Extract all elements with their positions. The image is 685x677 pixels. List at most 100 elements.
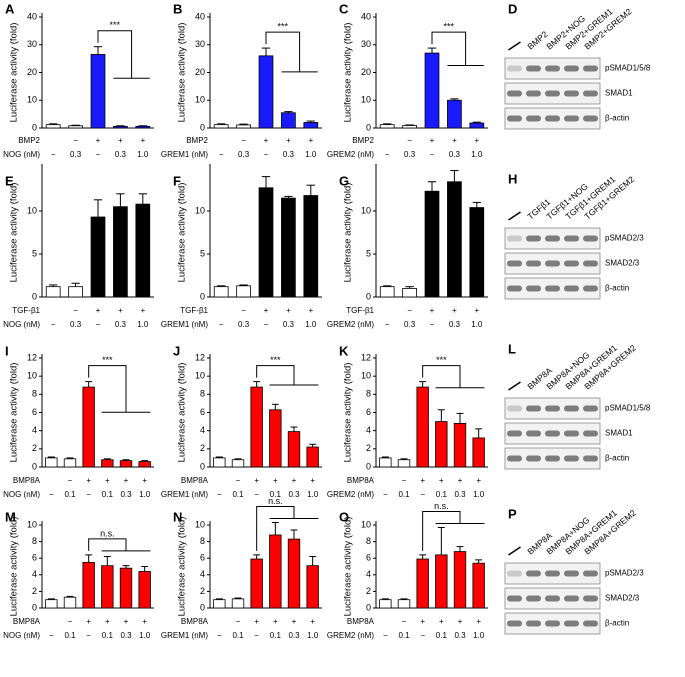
blot-band [507, 285, 522, 292]
lane-mark [508, 546, 521, 556]
treatment-name: TGF-β1 [12, 306, 40, 315]
y-tick-label: 10 [361, 205, 371, 215]
y-tick-label: 6 [32, 553, 37, 563]
treatment-label: 0.3 [454, 631, 466, 640]
bar [306, 565, 319, 609]
treatment-label: + [430, 136, 435, 145]
blot-band [583, 65, 598, 72]
treatment-label: + [124, 617, 129, 626]
blot-band [583, 115, 598, 122]
lane-mark [508, 41, 521, 51]
y-tick-label: 0 [366, 122, 371, 132]
panel-label: N [173, 509, 182, 524]
bar [63, 458, 77, 468]
y-axis-label: Luciferase activity (fold) [343, 23, 354, 123]
bar [213, 124, 229, 129]
treatment-name: BMP8A [13, 476, 41, 485]
blot-band [564, 260, 579, 267]
treatment-label: 0.1 [398, 631, 410, 640]
treatment-label: 0.3 [115, 320, 127, 329]
blot-band [507, 405, 522, 412]
bar [416, 386, 429, 468]
treatment-label: 0.3 [404, 320, 416, 329]
treatment-name: GREM1 (nM) [161, 631, 208, 640]
blot-band [526, 235, 541, 242]
treatment-label: + [96, 136, 101, 145]
blot-band [583, 595, 598, 602]
significance-label: *** [444, 21, 455, 31]
blot-row-label: β-actin [605, 284, 629, 293]
y-tick-label: 2 [366, 443, 371, 453]
treatment-name: GREM2 (nM) [327, 631, 374, 640]
treatment-label: 0.1 [436, 631, 448, 640]
treatment-label: − [383, 490, 388, 499]
treatment-name: BMP2 [352, 136, 374, 145]
treatment-label: + [105, 617, 110, 626]
bar [258, 55, 274, 129]
bar [101, 459, 114, 468]
treatment-label: − [73, 306, 78, 315]
treatment-label: 0.1 [232, 631, 244, 640]
blot-band [526, 65, 541, 72]
blot-band [583, 235, 598, 242]
treatment-label: + [439, 476, 444, 485]
blot-row-label: SMAD2/3 [605, 259, 640, 268]
treatment-label: + [118, 306, 123, 315]
panel-label: O [339, 509, 349, 524]
bar [101, 565, 114, 609]
blot-band [564, 235, 579, 242]
bar [379, 457, 392, 468]
y-tick-label: 10 [27, 95, 37, 105]
y-axis-label: Luciferase activity (fold) [177, 183, 188, 283]
blot-band [507, 90, 522, 97]
blot-band [564, 620, 579, 627]
y-tick-label: 4 [200, 425, 205, 435]
y-tick-label: 10 [195, 371, 205, 381]
y-tick-label: 0 [32, 461, 37, 471]
y-tick-label: 8 [366, 389, 371, 399]
treatment-label: − [217, 631, 222, 640]
treatment-label: 0.3 [404, 150, 416, 159]
treatment-label: 1.0 [305, 150, 317, 159]
treatment-label: − [236, 617, 241, 626]
bar [469, 122, 485, 129]
blot-band [583, 405, 598, 412]
blot-band [507, 595, 522, 602]
bar [90, 216, 106, 298]
treatment-name: GREM1 (nM) [161, 320, 208, 329]
y-tick-label: 10 [27, 371, 37, 381]
y-tick-label: 4 [366, 425, 371, 435]
treatment-label: + [118, 136, 123, 145]
blot-band [545, 235, 560, 242]
y-axis-label: Luciferase activity (fold) [343, 517, 354, 617]
treatment-label: − [217, 490, 222, 499]
y-tick-label: 10 [195, 519, 205, 529]
treatment-label: + [273, 476, 278, 485]
treatment-label: 0.1 [102, 490, 114, 499]
y-tick-label: 8 [200, 389, 205, 399]
y-tick-label: 40 [361, 11, 371, 21]
y-tick-label: 40 [195, 11, 205, 21]
treatment-name: GREM2 (nM) [327, 490, 374, 499]
treatment-label: 1.0 [139, 631, 151, 640]
panel-label: P [508, 506, 517, 521]
bar [402, 125, 417, 129]
y-tick-label: 10 [361, 371, 371, 381]
treatment-label: + [458, 617, 463, 626]
bar [119, 567, 133, 609]
y-axis-label: Luciferase activity (fold) [343, 363, 354, 463]
treatment-label: 0.3 [70, 150, 82, 159]
treatment-name: NOG (nM) [3, 150, 40, 159]
blot-band [564, 90, 579, 97]
significance-label: *** [270, 355, 281, 365]
significance-label: n.s. [100, 528, 115, 538]
y-tick-label: 6 [32, 407, 37, 417]
treatment-label: − [385, 320, 390, 329]
treatment-label: − [402, 617, 407, 626]
lane-mark [508, 211, 521, 221]
treatment-name: BMP8A [181, 617, 209, 626]
treatment-label: 0.1 [102, 631, 114, 640]
bar [213, 599, 226, 609]
panel-label: J [173, 343, 180, 358]
significance-bracket [422, 365, 485, 389]
